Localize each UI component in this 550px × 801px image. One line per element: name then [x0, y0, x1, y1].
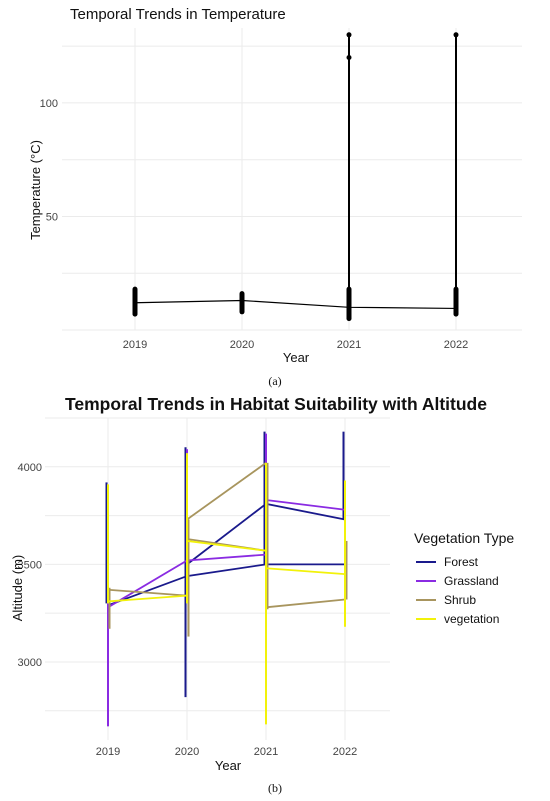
series-line-shrub-line-0: [107, 588, 188, 597]
series-line-vegetation-line3-0: [265, 567, 346, 576]
series-line-shrub-line4-0: [265, 598, 346, 609]
panel-a-temperature: Temporal Trends in Temperature 50 100 201…: [28, 6, 522, 388]
x-tick-label-2019: 2019: [123, 339, 147, 351]
x-tick-label-2022: 2022: [444, 339, 468, 351]
caption-b: (b): [268, 781, 282, 795]
chart-a-ylabel: Temperature (°C): [28, 140, 43, 240]
y-tick-label-3500: 3500: [18, 559, 42, 571]
chart-a-title: Temporal Trends in Temperature: [70, 6, 286, 23]
chart-a-xlabel: Year: [283, 350, 310, 365]
x-tick-label-2022: 2022: [333, 746, 357, 758]
series-line-vegetation-line-0: [107, 594, 188, 603]
outlier-point-2021-130: [346, 32, 352, 38]
series-line-vegetation-line2-0: [186, 540, 267, 552]
chart-b-xlabel: Year: [215, 758, 242, 773]
chart-b-title: Temporal Trends in Habitat Suitability w…: [65, 394, 487, 414]
legend-label-vegetation: vegetation: [444, 612, 499, 626]
y-tick-label-4000: 4000: [18, 462, 42, 474]
legend-label-shrub: Shrub: [444, 593, 476, 607]
mean-line: [134, 299, 457, 310]
x-tick-label-2020: 2020: [230, 339, 254, 351]
x-tick-label-2021: 2021: [254, 746, 278, 758]
chart-b-ylabel: Altitude (m): [10, 555, 25, 621]
legend-label-grassland: Grassland: [444, 574, 499, 588]
x-tick-label-2020: 2020: [175, 746, 199, 758]
y-tick-label-3000: 3000: [18, 657, 42, 669]
y-tick-label-100: 100: [40, 98, 58, 110]
legend: Vegetation Type Forest Grassland Shrub vege…: [414, 530, 514, 626]
series-line-grassland-line2-0: [265, 499, 346, 511]
x-tick-label-2021: 2021: [337, 339, 361, 351]
outlier-point-2021-120: [346, 55, 352, 61]
series-line-shrub-line2-0: [186, 462, 267, 521]
caption-a: (a): [268, 374, 281, 388]
panel-b-altitude: Temporal Trends in Habitat Suitability w…: [10, 394, 514, 795]
y-tick-label-50: 50: [46, 211, 58, 223]
series-line-forest-line-0: [107, 563, 345, 607]
legend-label-forest: Forest: [444, 555, 479, 569]
x-tick-label-2019: 2019: [96, 746, 120, 758]
outlier-point-2022-130: [453, 32, 459, 38]
legend-title: Vegetation Type: [414, 530, 514, 546]
